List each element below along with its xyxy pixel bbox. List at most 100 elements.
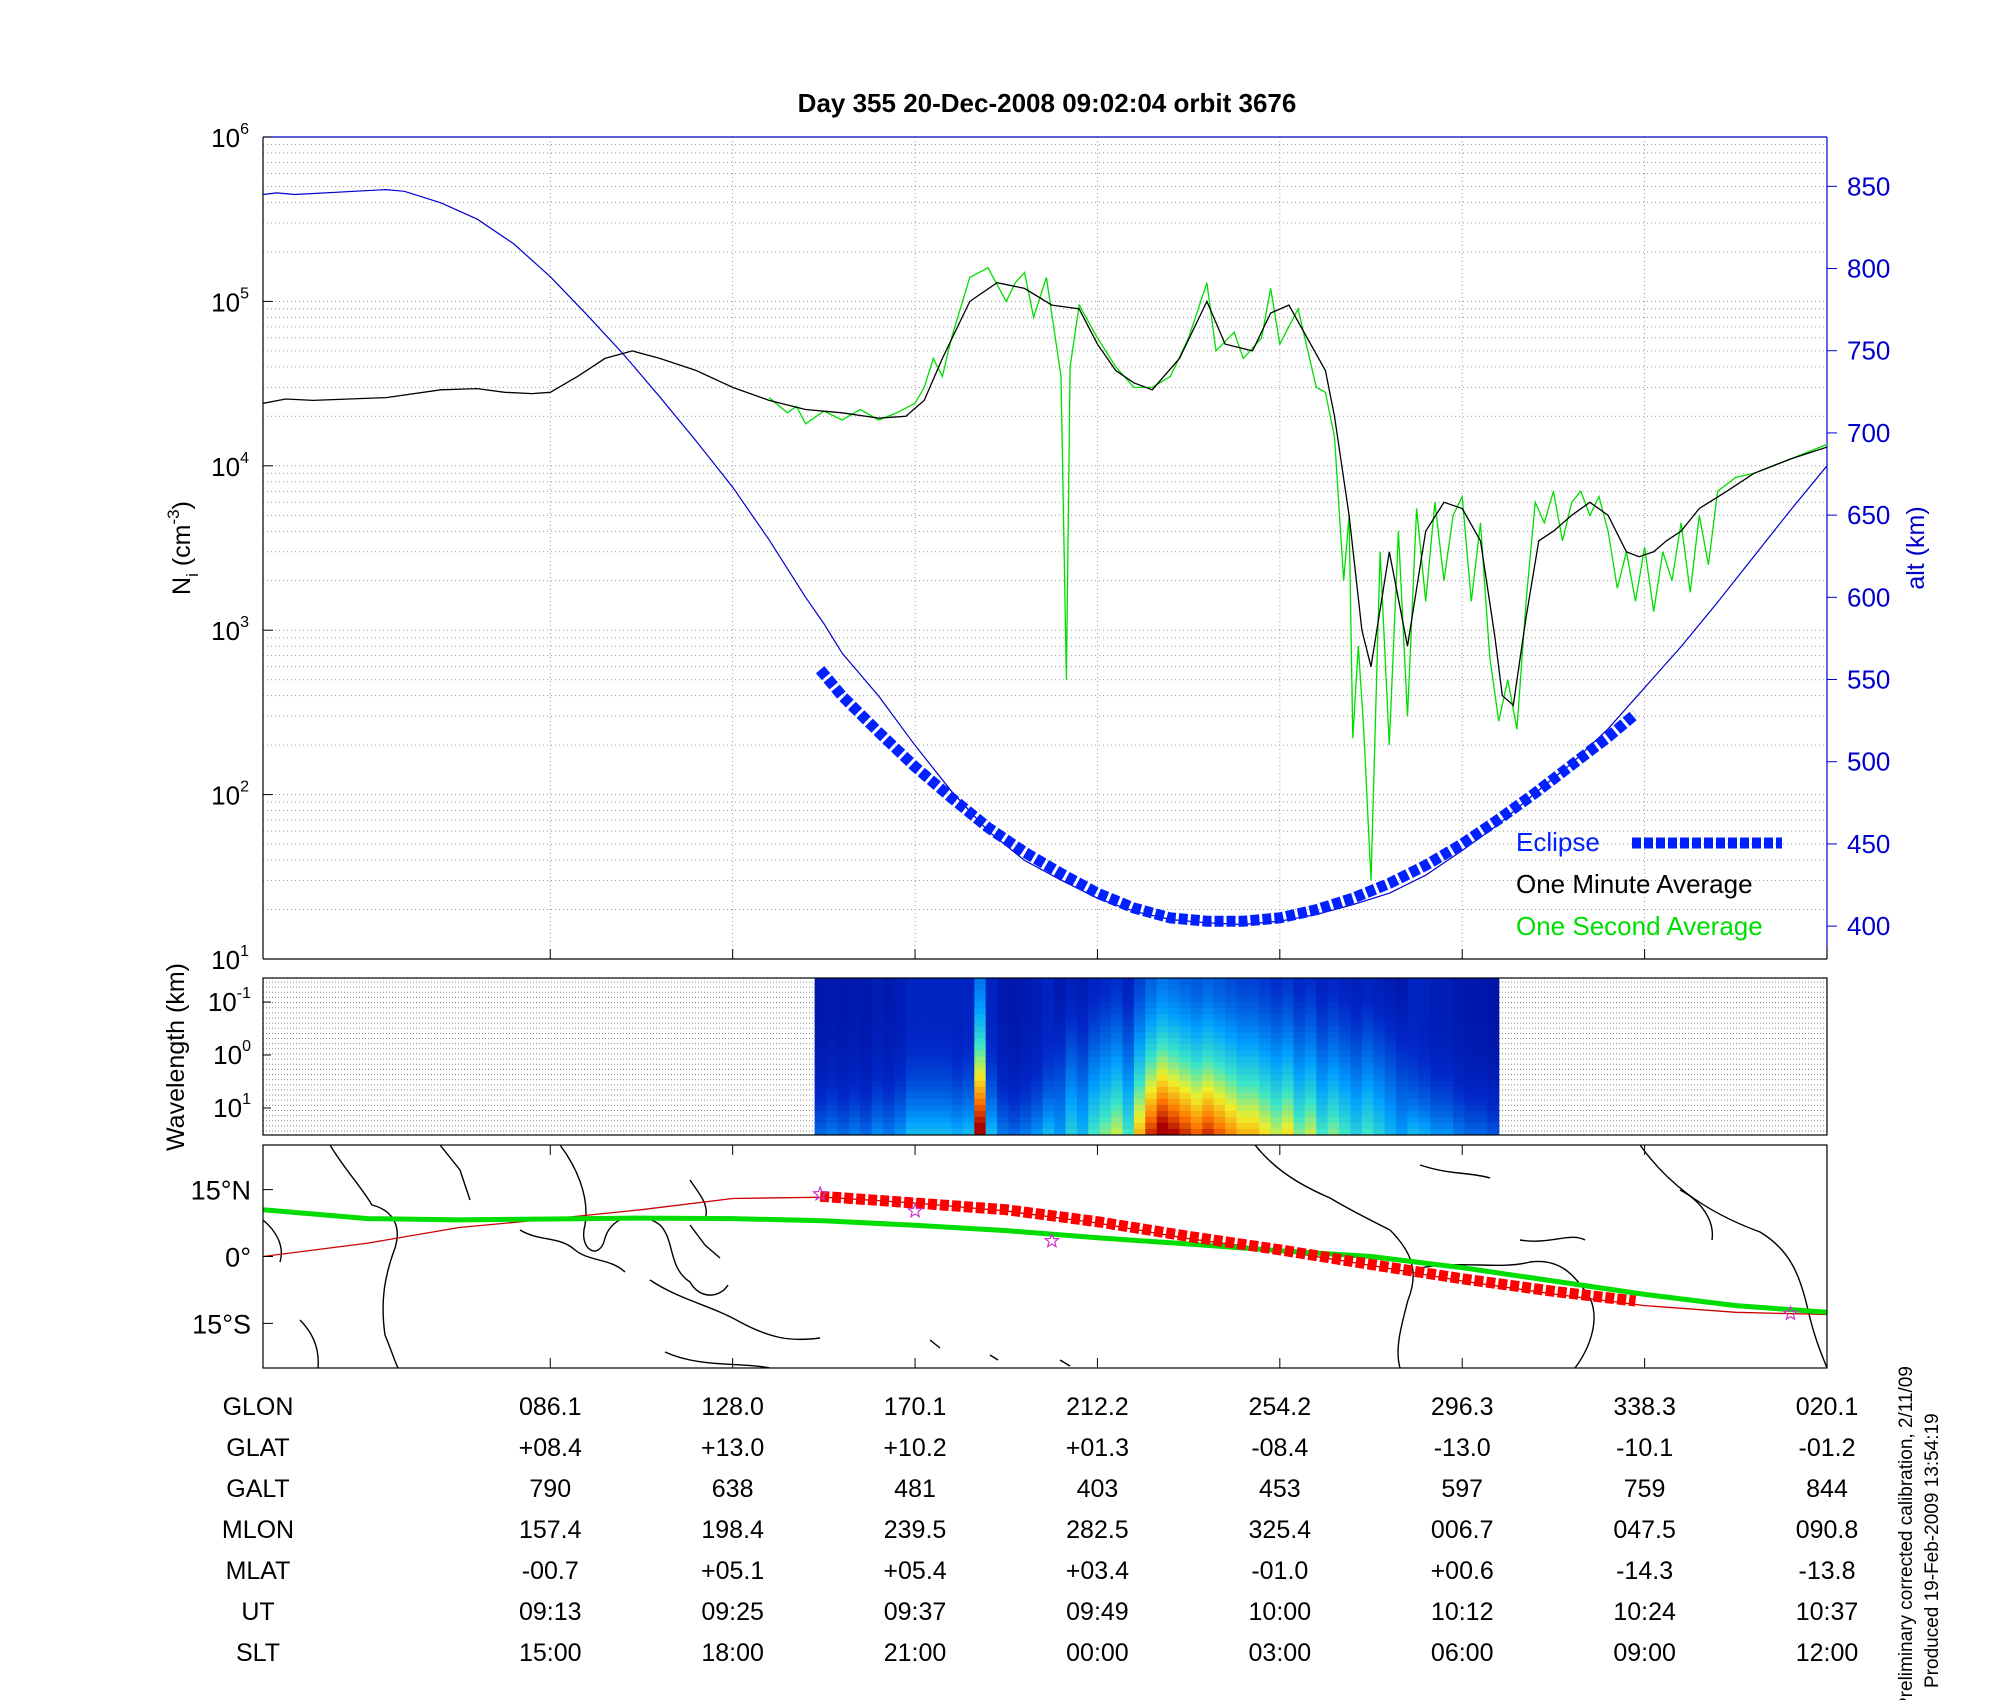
spectrogram-cell (1076, 978, 1089, 985)
spectrogram-cell (1350, 1098, 1363, 1106)
spectrogram-cell (1293, 1122, 1306, 1130)
spectrogram-cell (1418, 1098, 1431, 1106)
spectrogram-cell (1076, 1116, 1089, 1124)
spectrogram-cell (1350, 1068, 1363, 1076)
spectrogram-cell (1065, 1044, 1078, 1051)
row-label-galt: GALT (226, 1475, 289, 1503)
spectrogram-cell (1042, 1092, 1055, 1100)
spectrogram-cell (1133, 996, 1146, 1003)
spectrogram-cell (1293, 1044, 1306, 1051)
spectrogram-cell (1339, 1056, 1352, 1064)
spectrogram-cell (1236, 1026, 1249, 1033)
spectrogram-cell (1054, 996, 1067, 1003)
spectrogram-cell (1327, 1129, 1340, 1135)
spectrogram-cell (1225, 1086, 1238, 1094)
spectrogram-cell (826, 1044, 839, 1051)
spectrogram-cell (1316, 1068, 1329, 1076)
spectrogram-cell (1019, 1062, 1032, 1070)
spectrogram-cell (1019, 1080, 1032, 1088)
spectrogram-cell (1350, 1080, 1363, 1088)
spectrogram-cell (985, 1116, 998, 1124)
spectrogram-cell (826, 1056, 839, 1064)
spectrogram-cell (860, 1032, 873, 1039)
spectrogram-cell (1111, 1062, 1124, 1070)
y-tick-label: 103 (211, 614, 249, 646)
spectrogram-cell (928, 984, 941, 991)
spectrogram-cell (905, 1020, 918, 1027)
spectrogram-cell (1327, 1032, 1340, 1039)
spectrogram-cell (1065, 1110, 1078, 1118)
spectrogram-cell (1441, 1122, 1454, 1130)
spectrogram-cell (985, 990, 998, 997)
spectrogram-cell (1247, 1104, 1260, 1112)
spectrogram-cell (1031, 1026, 1044, 1033)
table-cell: +05.1 (701, 1557, 764, 1585)
spectrogram-cell (1316, 1014, 1329, 1021)
spectrogram-cell (905, 1056, 918, 1064)
spectrogram-cell (1316, 1020, 1329, 1027)
spectrogram-cell (905, 1038, 918, 1045)
spectrogram-cell (1088, 1044, 1101, 1051)
spectrogram-cell (1236, 1032, 1249, 1039)
spectrogram-cell (1133, 1014, 1146, 1021)
spectrogram-cell (837, 1098, 850, 1106)
spectrogram-cell (1065, 1050, 1078, 1058)
spectrogram-cell (1122, 1110, 1135, 1118)
spectrogram-cell (1441, 1014, 1454, 1021)
spectrogram-cell (860, 1104, 873, 1112)
spectrogram-cell (1076, 1014, 1089, 1021)
spectrogram-cell (1168, 1104, 1181, 1112)
spectrogram-cell (883, 1098, 896, 1106)
spectrogram-cell (1031, 1122, 1044, 1130)
table-cell: -01.2 (1799, 1434, 1856, 1462)
table-cell: 338.3 (1613, 1393, 1676, 1421)
spectrogram-cell (1418, 1044, 1431, 1051)
spectrogram-cell (1065, 1062, 1078, 1070)
spectrogram-cell (1042, 1062, 1055, 1070)
spectrogram-cell (837, 978, 850, 985)
spectrogram-cell (940, 1014, 953, 1021)
spectrogram-cell (1111, 1050, 1124, 1058)
spectrogram-cell (1019, 1002, 1032, 1009)
spectrogram-cell (1088, 1032, 1101, 1039)
spectrogram-cell (905, 1086, 918, 1094)
spectrogram-cell (940, 1032, 953, 1039)
spectrogram-cell (1487, 1098, 1500, 1106)
coastline (329, 1145, 399, 1368)
spectrogram-cell (1453, 1110, 1466, 1118)
spectrogram-cell (848, 996, 861, 1003)
spectrogram-cell (1088, 1026, 1101, 1033)
spectrogram-cell (962, 1098, 975, 1106)
spectrogram-cell (1293, 1008, 1306, 1015)
produced-note: Produced 19-Feb-2009 13:54:19 (1922, 1413, 1943, 1688)
spectrogram-cell (883, 990, 896, 997)
spectrogram-cell (894, 1086, 907, 1094)
spectrogram-cell (1225, 1014, 1238, 1021)
spectrogram-cell (1282, 1044, 1295, 1051)
spectrogram-cell (1453, 984, 1466, 991)
spectrogram-cell (1111, 1116, 1124, 1124)
spectrogram-cell (1111, 978, 1124, 985)
spectrogram-cell (1179, 984, 1192, 991)
spectrogram-cell (1042, 978, 1055, 985)
spectrogram-cell (1396, 1014, 1409, 1021)
spectrogram-cell (1293, 1062, 1306, 1070)
spectrogram-cell (860, 1080, 873, 1088)
spectrogram-cell (1304, 1116, 1317, 1124)
spectrogram-cell (1236, 1014, 1249, 1021)
spectrogram-cell (1282, 1074, 1295, 1082)
spectrogram-cell (1019, 1014, 1032, 1021)
spectrogram-cell (1418, 1104, 1431, 1112)
spectrogram-cell (1190, 990, 1203, 997)
spectrogram-cell (1179, 1098, 1192, 1106)
spectrogram-cell (1031, 1086, 1044, 1094)
spectrogram-cell (1316, 1104, 1329, 1112)
spectrogram-cell (1111, 1122, 1124, 1130)
spectrogram-cell (1145, 1056, 1158, 1064)
spectrogram-cell (1019, 1056, 1032, 1064)
spectrogram-cell (883, 1044, 896, 1051)
table-row: MLAT -00.7 +05.1 +05.4 +03.4 -01.0 +00.6 -14.3-… (226, 1557, 1856, 1585)
spectrogram-cell (1076, 1122, 1089, 1130)
spectrogram-cell (1213, 1038, 1226, 1045)
spectrogram-cell (1373, 1020, 1386, 1027)
